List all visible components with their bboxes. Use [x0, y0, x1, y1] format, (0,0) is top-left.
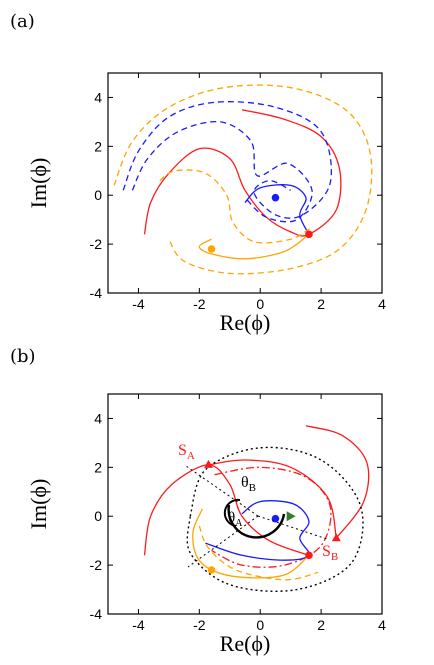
x-tick-label: 0: [256, 617, 264, 633]
panel-b-ticks: -4 -2 0 2 4 -4 -2 0 2 4: [90, 394, 386, 633]
panel-a-ylabel: Im(ϕ): [26, 158, 51, 209]
series-red-solid-2: [305, 425, 370, 539]
label-theta-a: θA: [228, 510, 243, 529]
point-marker-5: [286, 511, 296, 522]
x-tick-label: 0: [256, 296, 264, 312]
panel-a-label: (a): [10, 11, 35, 32]
series-blue-solid-3: [244, 184, 310, 235]
series-red-solid-0: [143, 464, 310, 556]
point-marker-0: [203, 459, 213, 468]
radial-line-sb: [257, 515, 328, 540]
panel-b-frame: [107, 393, 383, 615]
series-orange-solid-6: [198, 233, 310, 260]
x-tick-label: -4: [132, 296, 145, 312]
panel-a-plot-area: [113, 84, 373, 275]
panel-b-ylabel: Im(ϕ): [26, 479, 51, 530]
panel-a-frame: [107, 72, 383, 294]
point-marker-2: [271, 514, 280, 523]
label-theta-b: θB: [241, 474, 256, 494]
theta-b-arc: [227, 504, 286, 539]
series-blue-dashed-1: [122, 101, 333, 219]
x-tick-label: 4: [378, 617, 386, 633]
y-tick-label: 0: [94, 508, 102, 524]
x-tick-label: -2: [193, 296, 206, 312]
point-marker-1: [305, 230, 313, 239]
y-tick-label: -4: [90, 606, 103, 622]
y-tick-label: 4: [94, 89, 102, 105]
point-marker-4: [207, 566, 216, 574]
panel-a-ticks: -4 -2 0 2 4 -4 -2 0 2 4: [90, 73, 386, 312]
point-marker-0: [271, 193, 280, 202]
y-tick-label: 2: [94, 459, 102, 475]
panel-b: (b) -4 -2 0 2 4 -4 -2 0 2 4 Re(ϕ) Im(ϕ) SA SB θB …: [10, 346, 386, 656]
point-marker-2: [207, 245, 216, 253]
panel-b-plot-area: [143, 425, 370, 592]
y-tick-label: 2: [94, 138, 102, 154]
point-marker-1: [331, 533, 341, 542]
y-tick-label: -2: [90, 557, 103, 573]
label-sa: SA: [178, 442, 195, 462]
x-tick-label: -4: [132, 617, 145, 633]
panel-b-label: (b): [10, 346, 36, 367]
panel-a: (a) -4 -2 0 2 4 -4 -2 0 2 4 Re(ϕ) Im(ϕ): [10, 11, 386, 335]
y-tick-label: -4: [90, 285, 103, 301]
theta-a-arc: [223, 498, 241, 527]
series-red-dashdot-3: [211, 466, 332, 568]
series-red-solid-1: [208, 459, 337, 539]
x-tick-label: -2: [193, 617, 206, 633]
series-blue-dashed-2: [131, 120, 313, 223]
y-tick-label: -2: [90, 236, 103, 252]
panel-a-xlabel: Re(ϕ): [220, 310, 271, 335]
series-blue-solid-5: [205, 500, 310, 561]
x-tick-label: 4: [378, 296, 386, 312]
panel-b-xlabel: Re(ϕ): [220, 631, 271, 656]
series-orange-dashed-5: [159, 169, 313, 244]
series-orange-dashed-4: [113, 84, 373, 275]
panel-b-annotations: SA SB θB θA: [178, 442, 338, 568]
series-red-solid-0: [143, 109, 342, 237]
series-orange-dashed-7: [198, 525, 319, 581]
label-sb: SB: [322, 543, 338, 563]
y-tick-label: 4: [94, 410, 102, 426]
y-tick-label: 0: [94, 187, 102, 203]
point-marker-3: [305, 551, 313, 560]
x-tick-label: 2: [317, 296, 325, 312]
x-tick-label: 2: [317, 617, 325, 633]
